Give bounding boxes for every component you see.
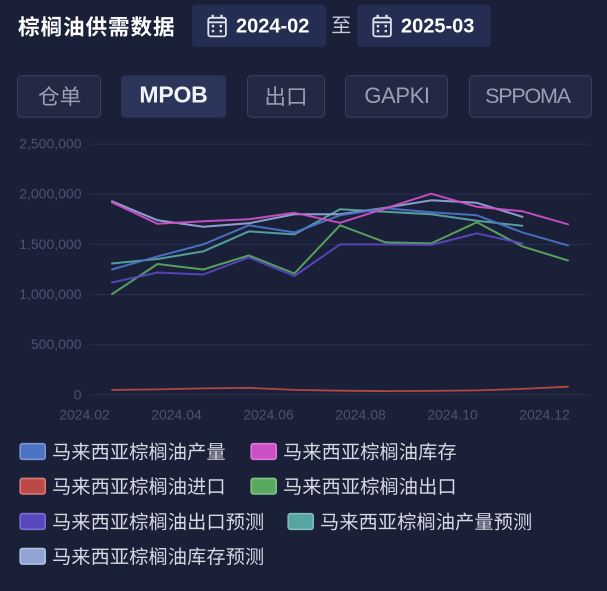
svg-text:2024.12: 2024.12 [519, 406, 570, 422]
svg-text:500,000: 500,000 [31, 336, 82, 352]
svg-text:2024.06: 2024.06 [243, 406, 294, 422]
svg-text:1,500,000: 1,500,000 [19, 236, 81, 252]
svg-text:2024.10: 2024.10 [427, 406, 478, 422]
svg-text:2024.04: 2024.04 [151, 406, 202, 422]
svg-text:1,000,000: 1,000,000 [19, 286, 81, 302]
svg-text:GAPKI: GAPKI [364, 83, 429, 108]
svg-text:2024.02: 2024.02 [59, 406, 110, 422]
svg-text:MPOB: MPOB [139, 81, 207, 107]
svg-text:2,500,000: 2,500,000 [19, 136, 81, 152]
svg-text:SPPOMA: SPPOMA [485, 84, 572, 108]
svg-text:2024-02: 2024-02 [236, 15, 309, 37]
svg-text:2025-03: 2025-03 [401, 15, 474, 37]
svg-text:2024.08: 2024.08 [335, 406, 386, 422]
svg-text:2,000,000: 2,000,000 [19, 186, 81, 202]
svg-text:0: 0 [74, 386, 82, 402]
